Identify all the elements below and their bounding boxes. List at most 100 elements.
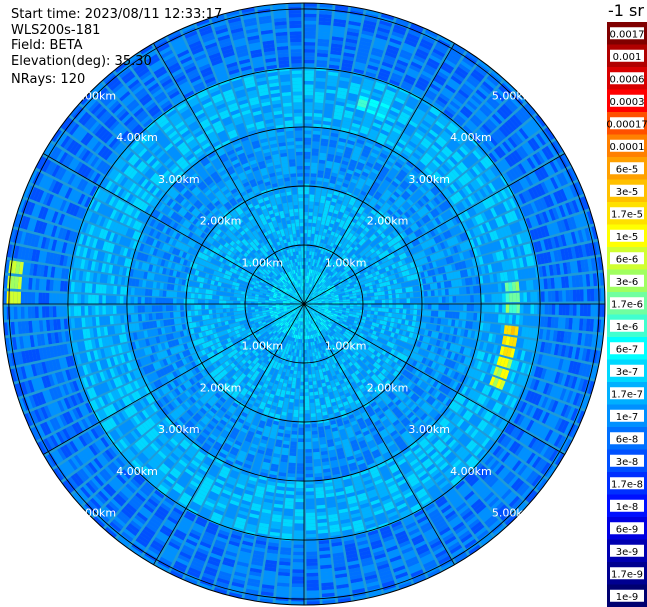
data-cell bbox=[540, 291, 545, 302]
data-cell bbox=[330, 254, 335, 260]
data-cell bbox=[310, 180, 316, 185]
data-cell bbox=[445, 55, 458, 65]
data-cell bbox=[311, 230, 315, 234]
data-cell bbox=[316, 267, 320, 272]
data-cell bbox=[316, 279, 320, 284]
data-cell bbox=[328, 258, 333, 263]
data-cell bbox=[392, 69, 405, 77]
data-cell bbox=[323, 174, 330, 180]
data-cell bbox=[360, 300, 365, 304]
data-cell bbox=[314, 98, 324, 104]
data-cell bbox=[473, 285, 478, 294]
data-cell bbox=[312, 262, 315, 267]
data-cell bbox=[406, 309, 411, 315]
data-cell bbox=[526, 292, 531, 302]
data-cell bbox=[326, 218, 331, 223]
data-cell bbox=[413, 292, 418, 298]
data-cell bbox=[380, 102, 390, 110]
data-cell bbox=[322, 127, 330, 133]
data-cell bbox=[308, 279, 311, 284]
data-cell bbox=[417, 45, 431, 54]
data-cell bbox=[320, 195, 326, 200]
data-cell bbox=[384, 119, 394, 127]
data-cell bbox=[458, 63, 471, 74]
data-cell bbox=[314, 278, 317, 282]
data-cell bbox=[313, 387, 318, 392]
data-cell bbox=[512, 292, 517, 302]
data-cell bbox=[304, 297, 305, 301]
data-cell bbox=[405, 314, 410, 320]
data-cell bbox=[306, 254, 309, 259]
data-cell bbox=[434, 289, 439, 296]
data-cell bbox=[360, 307, 365, 310]
data-cell bbox=[396, 93, 407, 102]
data-cell bbox=[363, 78, 375, 85]
data-cell bbox=[344, 45, 357, 51]
data-cell bbox=[367, 158, 375, 165]
data-cell bbox=[379, 20, 393, 27]
data-cell bbox=[334, 155, 342, 160]
data-cell bbox=[332, 256, 337, 261]
data-cell bbox=[360, 202, 367, 209]
data-cell bbox=[427, 86, 439, 95]
data-cell bbox=[320, 199, 326, 204]
data-cell bbox=[323, 210, 328, 215]
data-cell bbox=[358, 193, 365, 200]
data-cell bbox=[462, 287, 467, 295]
data-cell bbox=[526, 304, 531, 314]
data-cell bbox=[495, 304, 499, 313]
data-cell bbox=[430, 310, 435, 317]
data-cell bbox=[346, 31, 359, 37]
data-cell bbox=[402, 309, 407, 314]
data-cell bbox=[337, 87, 348, 93]
data-cell bbox=[315, 405, 321, 410]
data-cell bbox=[337, 214, 343, 220]
data-cell bbox=[315, 490, 324, 495]
data-cell bbox=[308, 283, 311, 288]
data-cell bbox=[312, 277, 316, 282]
data-cell bbox=[363, 209, 370, 215]
data-cell bbox=[307, 268, 310, 273]
data-cell bbox=[371, 304, 375, 307]
data-cell bbox=[391, 313, 396, 318]
data-cell bbox=[392, 308, 396, 313]
data-cell bbox=[312, 380, 317, 385]
data-cell bbox=[314, 274, 317, 278]
data-cell bbox=[381, 308, 386, 312]
data-cell bbox=[414, 83, 426, 92]
data-cell bbox=[316, 497, 325, 502]
data-cell bbox=[346, 301, 350, 304]
data-cell bbox=[558, 290, 563, 302]
data-cell bbox=[333, 191, 340, 196]
data-cell bbox=[408, 95, 419, 104]
data-cell bbox=[389, 109, 399, 117]
data-cell bbox=[386, 85, 397, 93]
data-cell bbox=[351, 178, 358, 184]
data-cell bbox=[326, 160, 333, 166]
data-cell bbox=[318, 231, 323, 236]
data-cell bbox=[317, 45, 329, 51]
data-cell bbox=[309, 251, 312, 255]
data-cell bbox=[551, 290, 556, 302]
data-cell bbox=[315, 77, 326, 82]
data-cell bbox=[325, 167, 332, 173]
data-cell bbox=[328, 237, 333, 243]
data-cell bbox=[342, 201, 348, 207]
data-cell bbox=[318, 264, 321, 269]
data-cell bbox=[318, 234, 322, 239]
data-cell bbox=[516, 304, 520, 314]
data-cell bbox=[401, 132, 411, 140]
data-cell bbox=[410, 137, 419, 146]
data-cell bbox=[313, 241, 317, 245]
data-cell bbox=[544, 304, 549, 315]
data-cell bbox=[304, 20, 317, 25]
data-cell bbox=[417, 125, 428, 134]
data-cell bbox=[313, 384, 318, 389]
data-cell bbox=[304, 293, 305, 297]
data-cell bbox=[344, 238, 350, 244]
data-cell bbox=[342, 301, 347, 304]
data-cell bbox=[304, 42, 316, 46]
data-cell bbox=[350, 301, 354, 304]
data-cell bbox=[329, 182, 335, 188]
data-cell bbox=[366, 138, 375, 145]
